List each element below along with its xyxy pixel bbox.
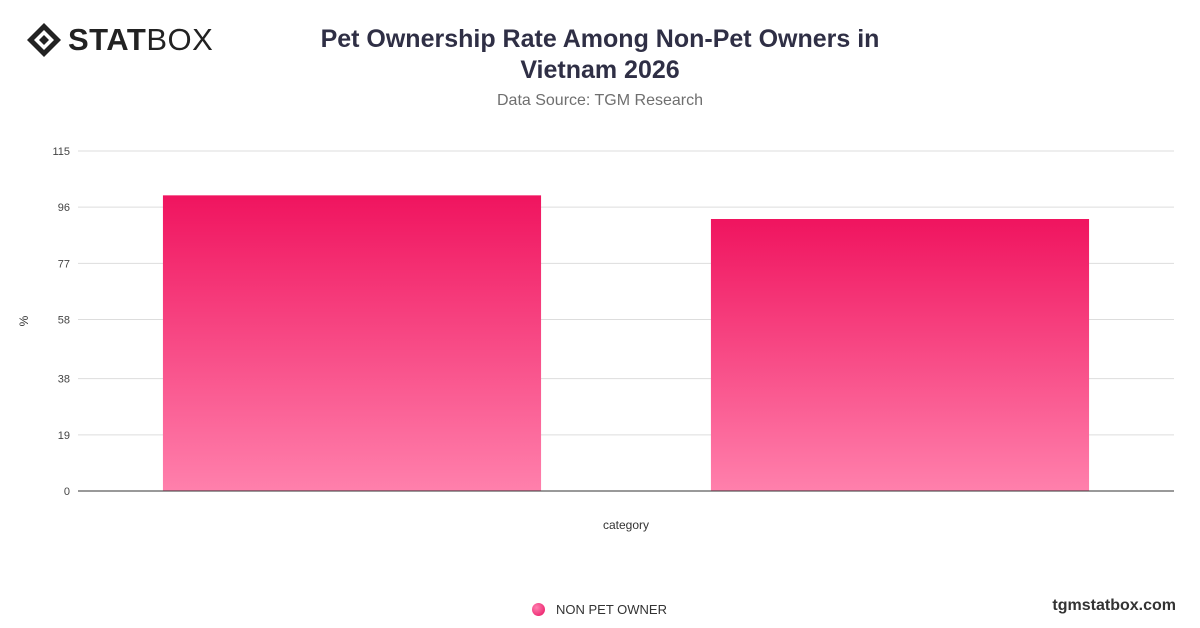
y-tick-label-1: 19 xyxy=(58,430,70,442)
y-tick-label-5: 96 xyxy=(58,202,70,214)
y-axis-title: % xyxy=(17,315,31,326)
y-tick-label-2: 38 xyxy=(58,374,70,386)
brand-logo: STATBOX xyxy=(26,22,213,58)
chart-subtitle: Data Source: TGM Research xyxy=(496,92,703,109)
legend[interactable]: NON PET OWNER xyxy=(532,602,667,617)
bar-0[interactable] xyxy=(162,195,542,491)
brand-wordmark: STATBOX xyxy=(68,22,213,58)
y-tick-label-4: 77 xyxy=(58,258,70,270)
bars xyxy=(162,195,1090,491)
diamond-logo-icon xyxy=(27,23,61,57)
website-link[interactable]: tgmstatbox.com xyxy=(1052,597,1176,614)
legend-marker-icon xyxy=(532,603,545,616)
y-tick-label-0: 0 xyxy=(64,486,70,498)
x-axis-title: category xyxy=(603,518,649,532)
brand-name-light: BOX xyxy=(146,22,214,57)
bar-1[interactable] xyxy=(710,219,1090,491)
y-tick-label-6: 115 xyxy=(52,146,70,158)
legend-label: NON PET OWNER xyxy=(556,602,667,617)
brand-name-bold: STAT xyxy=(68,22,147,57)
y-axis-ticks: 0 19 38 58 77 96 115 xyxy=(52,146,70,498)
y-tick-label-3: 58 xyxy=(58,315,70,327)
chart-title: Pet Ownership Rate Among Non-Pet Owners … xyxy=(320,25,880,84)
